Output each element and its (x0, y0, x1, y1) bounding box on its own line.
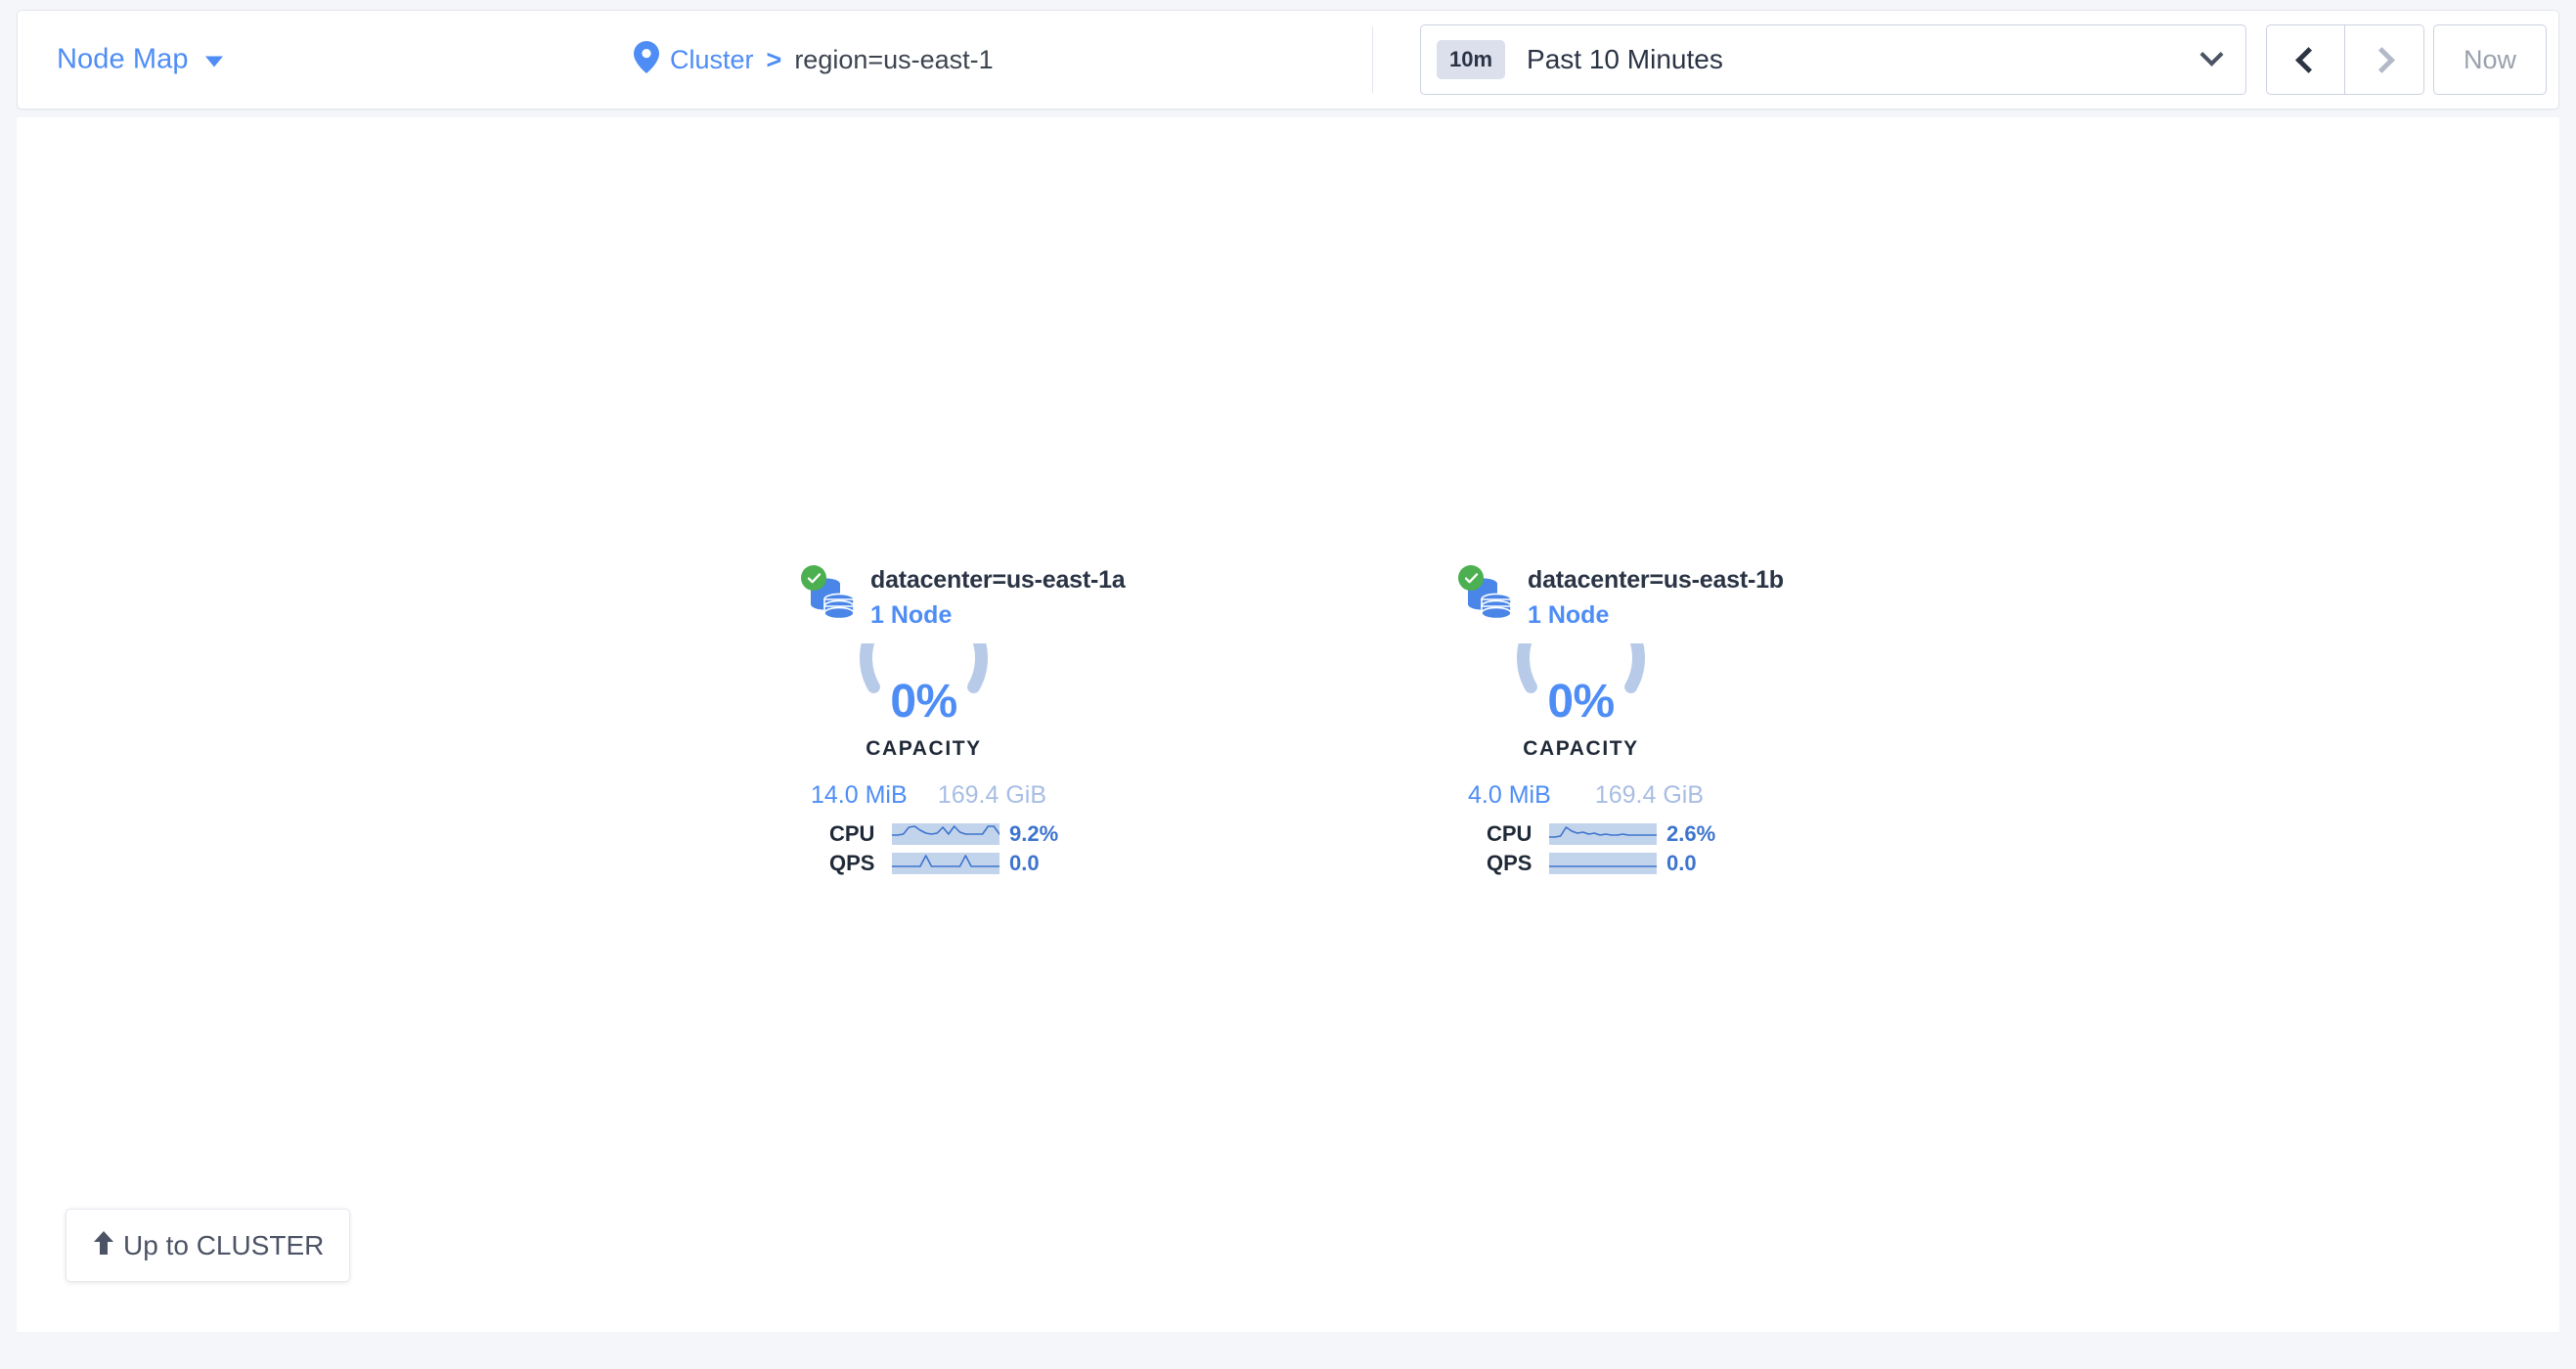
breadcrumb-separator: > (766, 44, 782, 74)
view-selector-label: Node Map (57, 43, 189, 75)
capacity-percent: 0% (1547, 676, 1615, 728)
metric-row: QPS 0.0 (829, 849, 1140, 878)
capacity-values: 4.0 MiB 169.4 GiB (1465, 781, 1707, 810)
database-stack-icon (1458, 565, 1514, 625)
chevron-left-icon (2295, 46, 2322, 73)
node-group-header: datacenter=us-east-1a 1 Node (801, 562, 1140, 630)
caret-down-icon (204, 56, 223, 66)
now-button: Now (2433, 24, 2547, 95)
metric-value: 0.0 (1666, 851, 1697, 875)
next-time-button (2345, 24, 2424, 95)
capacity-total: 169.4 GiB (937, 781, 1046, 809)
up-to-cluster-label: Up to CLUSTER (123, 1229, 325, 1260)
up-to-cluster-button[interactable]: Up to CLUSTER (66, 1209, 351, 1282)
time-range-badge: 10m (1437, 40, 1506, 79)
capacity-used: 14.0 MiB (811, 781, 908, 809)
prev-time-button[interactable] (2266, 24, 2345, 95)
qps-sparkline (880, 853, 1009, 874)
breadcrumb-current: region=us-east-1 (794, 44, 994, 74)
node-group-titles: datacenter=us-east-1b 1 Node (1528, 562, 1784, 630)
node-map-canvas: datacenter=us-east-1a 1 Node 0% CAPACITY… (17, 117, 2559, 1332)
node-group-count[interactable]: 1 Node (1528, 601, 1610, 629)
cpu-sparkline (880, 823, 1009, 845)
metric-value: 0.0 (1009, 851, 1040, 875)
header-bar: Node Map Cluster > region=us-east-1 10m … (17, 10, 2559, 110)
breadcrumb: Cluster > region=us-east-1 (634, 41, 994, 78)
chevron-down-icon (2199, 42, 2224, 66)
node-group-titles: datacenter=us-east-1a 1 Node (870, 562, 1126, 630)
time-stepper (2266, 24, 2424, 95)
cpu-sparkline (1537, 823, 1666, 845)
capacity-label: CAPACITY (866, 737, 982, 760)
metric-label: QPS (1487, 851, 1532, 875)
capacity-total: 169.4 GiB (1594, 781, 1704, 809)
capacity-percent: 0% (890, 676, 957, 728)
metric-row: QPS 0.0 (1487, 849, 1798, 878)
metric-label: QPS (829, 851, 875, 875)
capacity-used: 4.0 MiB (1468, 781, 1551, 809)
metric-row: CPU 2.6% (1487, 819, 1798, 849)
map-pin-icon (634, 41, 659, 78)
capacity-gauge-center: 0% CAPACITY (819, 679, 1029, 761)
node-group[interactable]: datacenter=us-east-1a 1 Node 0% CAPACITY… (801, 562, 1140, 878)
metric-label: CPU (1487, 821, 1532, 846)
chevron-right-icon (2368, 46, 2395, 73)
metric-row: CPU 9.2% (829, 819, 1140, 849)
check-circle-icon (801, 565, 826, 591)
node-metrics: CPU 9.2% QPS 0.0 (829, 819, 1140, 878)
time-range-label: Past 10 Minutes (1527, 44, 1723, 74)
metric-label: CPU (829, 821, 875, 846)
node-group-header: datacenter=us-east-1b 1 Node (1458, 562, 1798, 630)
header-divider (1372, 26, 1373, 93)
node-group[interactable]: datacenter=us-east-1b 1 Node 0% CAPACITY… (1458, 562, 1798, 878)
capacity-label: CAPACITY (1523, 737, 1639, 760)
breadcrumb-link-cluster[interactable]: Cluster (670, 44, 754, 74)
qps-sparkline (1537, 853, 1666, 874)
arrow-up-icon (92, 1229, 115, 1261)
node-group-name: datacenter=us-east-1a (870, 566, 1126, 594)
metric-value: 9.2% (1009, 821, 1059, 846)
capacity-gauge: 0% CAPACITY (819, 594, 1029, 775)
capacity-values: 14.0 MiB 169.4 GiB (808, 781, 1049, 810)
metric-value: 2.6% (1666, 821, 1716, 846)
node-group-name: datacenter=us-east-1b (1528, 566, 1784, 594)
check-circle-icon (1458, 565, 1484, 591)
capacity-gauge: 0% CAPACITY (1476, 594, 1686, 775)
database-stack-icon (801, 565, 857, 625)
node-metrics: CPU 2.6% QPS 0.0 (1487, 819, 1798, 878)
view-selector-node-map[interactable]: Node Map (57, 44, 223, 76)
node-group-count[interactable]: 1 Node (870, 601, 953, 629)
capacity-gauge-center: 0% CAPACITY (1476, 679, 1686, 761)
time-range-select[interactable]: 10m Past 10 Minutes (1420, 24, 2246, 95)
